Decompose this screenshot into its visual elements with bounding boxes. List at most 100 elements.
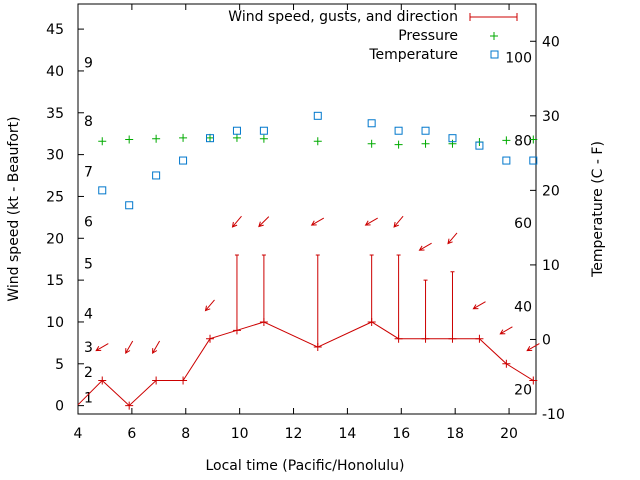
y-tick-label: 10 <box>46 315 64 331</box>
beaufort-label: 3 <box>84 340 93 356</box>
temperature-point <box>152 171 161 180</box>
wind-direction-arrow <box>472 301 486 310</box>
y-tick-label: 45 <box>46 22 64 38</box>
pressure-point <box>232 133 241 142</box>
pressure-point <box>529 135 538 144</box>
temperature-point <box>394 126 403 135</box>
pressure-point <box>206 133 215 142</box>
wind-point <box>179 376 188 385</box>
wind-direction-arrow <box>418 242 432 251</box>
wind-point <box>152 376 161 385</box>
temperature-point <box>259 126 268 135</box>
direction-arrows <box>95 215 540 354</box>
x-tick-label: 14 <box>338 426 356 442</box>
wind-direction-arrow <box>204 299 215 312</box>
beaufort-labels: 1 2 3 4 5 6 7 8 9 <box>84 56 93 407</box>
wind-direction-arrow <box>258 216 270 228</box>
y-tick-label: 0 <box>55 399 64 415</box>
x-tick-label: 12 <box>285 426 303 442</box>
y2-tick-label: 20 <box>542 183 560 199</box>
legend-temperature-label: Temperature <box>368 47 458 63</box>
legend: Wind speed, gusts, and direction Pressur… <box>228 9 518 63</box>
wind-series <box>77 317 538 410</box>
x-axis-label: Local time (Pacific/Honolulu) <box>205 458 404 474</box>
x-tick-label: 18 <box>446 426 464 442</box>
legend-pressure-label: Pressure <box>398 28 458 44</box>
wind-direction-arrow <box>231 215 242 228</box>
y-tick-label: 30 <box>46 148 64 164</box>
pressure-series <box>98 133 538 149</box>
y-tick-label: 35 <box>46 106 64 122</box>
beaufort-label: 4 <box>84 307 93 323</box>
temperature-point <box>232 126 241 135</box>
pressure-point <box>448 139 457 148</box>
beaufort-label: 6 <box>84 215 93 231</box>
x-tick-label: 4 <box>74 426 83 442</box>
wind-direction-arrow <box>447 232 458 245</box>
axis-ticks: 4 6 8 10 12 14 16 18 20051015202530354045-100102… <box>46 4 565 442</box>
wind-direction-arrow <box>310 217 325 226</box>
wind-point <box>475 334 484 343</box>
temperature-point <box>206 134 215 143</box>
wind-point <box>98 376 107 385</box>
temperature-point <box>502 156 511 165</box>
gust-series <box>234 254 455 348</box>
y2-tick-label: 30 <box>542 109 560 125</box>
temperature-series <box>98 111 538 210</box>
y-tick-label: 25 <box>46 189 64 205</box>
beaufort-label: 5 <box>84 256 93 272</box>
x-tick-label: 10 <box>231 426 249 442</box>
x-tick-label: 6 <box>127 426 136 442</box>
wind-speed-line <box>77 321 536 407</box>
temperature-point <box>475 141 484 150</box>
wind-point <box>529 376 538 385</box>
fahrenheit-label: 80 <box>514 133 532 149</box>
temperature-point <box>367 119 376 128</box>
pressure-point <box>152 134 161 143</box>
legend-temperature-swatch <box>490 50 499 59</box>
temperature-point <box>448 134 457 143</box>
pressure-point <box>394 140 403 149</box>
wind-point <box>125 401 134 410</box>
wind-direction-arrow <box>125 340 134 354</box>
beaufort-label: 7 <box>84 164 93 180</box>
y-tick-label: 20 <box>46 231 64 247</box>
temperature-point <box>529 156 538 165</box>
pressure-point <box>502 136 511 145</box>
y2-tick-label: 0 <box>542 332 551 348</box>
fahrenheit-label: 60 <box>514 216 532 232</box>
y2-axis-label: Temperature (C - F) <box>590 141 606 278</box>
wind-direction-arrow <box>499 326 513 335</box>
wind-point <box>502 359 511 368</box>
x-tick-label: 8 <box>181 426 190 442</box>
pressure-point <box>421 139 430 148</box>
fahrenheit-label: 40 <box>514 300 532 316</box>
plot-frame <box>77 3 537 415</box>
pressure-point <box>259 134 268 143</box>
pressure-point <box>179 133 188 142</box>
wind-point <box>206 334 215 343</box>
beaufort-label: 2 <box>84 365 93 381</box>
pressure-point <box>98 137 107 146</box>
temperature-point <box>179 156 188 165</box>
wind-direction-arrow <box>393 215 404 228</box>
y-tick-label: 15 <box>46 273 64 289</box>
wind-direction-arrow <box>95 343 109 352</box>
y-tick-label: 40 <box>46 64 64 80</box>
y-tick-label: 5 <box>55 357 64 373</box>
temperature-point <box>125 201 134 210</box>
fahrenheit-label: 100 <box>505 51 532 67</box>
pressure-point <box>367 139 376 148</box>
y2-tick-label: 40 <box>542 34 560 50</box>
temperature-point <box>313 111 322 120</box>
beaufort-label: 9 <box>84 56 93 72</box>
legend-wind-label: Wind speed, gusts, and direction <box>228 9 458 25</box>
pressure-point <box>313 137 322 146</box>
x-tick-label: 20 <box>500 426 518 442</box>
wind-direction-arrow <box>526 343 540 352</box>
fahrenheit-label: 20 <box>514 382 532 398</box>
wind-direction-arrow <box>364 217 378 226</box>
beaufort-label: 8 <box>84 114 93 130</box>
legend-pressure-swatch <box>490 32 498 40</box>
